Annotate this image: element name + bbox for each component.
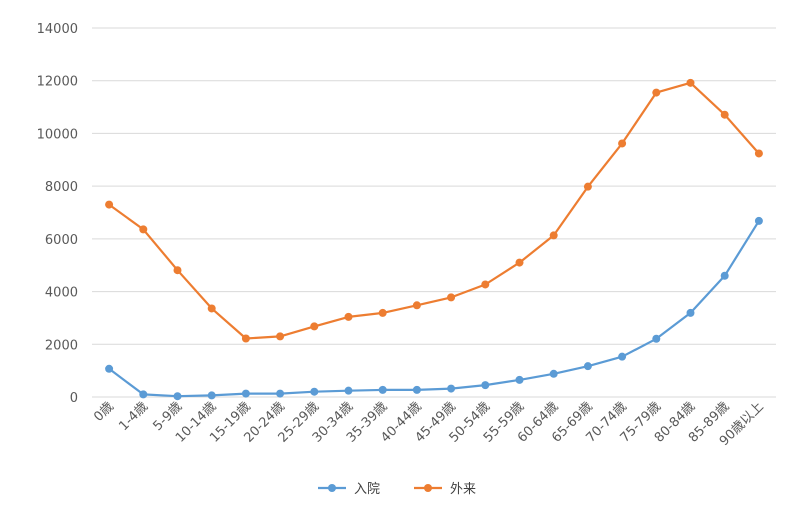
legend-marker [424, 484, 432, 492]
series-group [105, 78, 763, 401]
data-point [481, 280, 490, 289]
data-point [310, 387, 319, 396]
data-point [344, 312, 353, 321]
series-line-2 [108, 81, 760, 340]
y-tick-label: 4000 [45, 286, 78, 301]
data-point [276, 389, 285, 398]
data-point [412, 385, 421, 394]
data-point [173, 266, 182, 275]
series-line-1 [108, 220, 760, 398]
data-point [720, 110, 729, 119]
data-point [652, 334, 661, 343]
legend-marker [328, 484, 336, 492]
legend-label: 入院 [354, 482, 380, 497]
x-tick-label: 0歳 [91, 399, 117, 425]
y-tick-label: 0 [70, 391, 78, 406]
data-point [549, 369, 558, 378]
data-point [139, 225, 148, 234]
data-point [310, 322, 319, 331]
data-point [583, 362, 592, 371]
data-point [481, 381, 490, 390]
x-axis: 0歳 1-4歳 5-9歳10-14歳15-19歳20-24歳25-29歳30-34歳… [91, 399, 766, 449]
data-point [754, 216, 763, 225]
data-point [344, 386, 353, 395]
data-point [686, 308, 695, 317]
data-point [618, 352, 627, 361]
x-tick-label: 1-4歳 [116, 399, 151, 434]
y-tick-label: 14000 [37, 22, 78, 37]
data-point [105, 200, 114, 209]
data-point [276, 332, 285, 341]
data-point [241, 334, 250, 343]
data-point [447, 293, 456, 302]
data-point [515, 258, 524, 267]
data-point [378, 385, 387, 394]
data-point [618, 139, 627, 148]
data-point [412, 301, 421, 310]
data-point [173, 392, 182, 401]
data-point [241, 389, 250, 398]
legend: 入院 外来 [318, 482, 476, 497]
data-point [515, 375, 524, 384]
y-axis: 0 2000 4000 6000 8000 10000 12000 14000 [37, 22, 78, 406]
legend-label: 外来 [450, 482, 476, 497]
data-point [583, 182, 592, 191]
data-point [105, 364, 114, 373]
data-point [549, 231, 558, 240]
y-tick-label: 8000 [45, 180, 78, 195]
data-point [754, 149, 763, 158]
y-tick-label: 10000 [37, 127, 78, 142]
data-point [652, 88, 661, 97]
y-tick-label: 6000 [45, 233, 78, 248]
data-point [447, 384, 456, 393]
data-point [139, 390, 148, 399]
data-point [378, 308, 387, 317]
data-point [207, 391, 216, 400]
y-tick-label: 12000 [37, 75, 78, 90]
y-tick-label: 2000 [45, 338, 78, 353]
data-point [686, 78, 695, 87]
gridlines [92, 27, 776, 398]
data-point [720, 271, 729, 280]
data-point [207, 304, 216, 313]
